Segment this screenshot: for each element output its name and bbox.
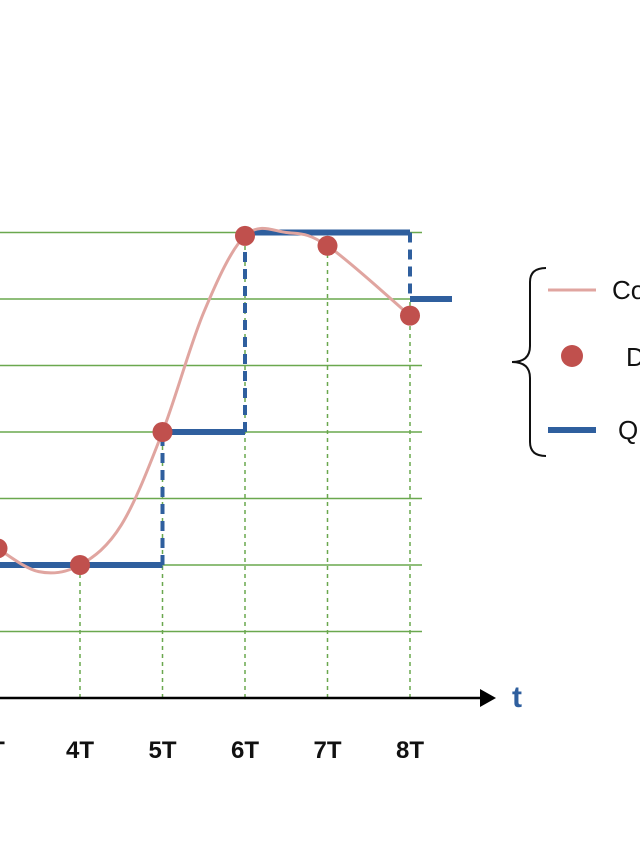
x-tick-label-1: 4T: [66, 737, 94, 764]
legend: Co D Q: [511, 267, 640, 457]
sample-point-3: [235, 225, 255, 246]
x-tick-labels: T 4T 5T 6T 7T 8T: [0, 737, 424, 764]
legend-brace: [511, 267, 547, 457]
legend-label-quantized: Q: [618, 415, 638, 445]
sample-point-5: [400, 305, 420, 326]
legend-label-samples: D: [626, 342, 640, 372]
x-tick-label-4: 7T: [313, 737, 341, 764]
legend-swatch-samples: [561, 345, 583, 367]
sample-point-2: [152, 422, 173, 442]
x-axis: t: [0, 681, 522, 714]
x-tick-label-3: 6T: [231, 737, 259, 764]
x-tick-label-2: 5T: [148, 737, 176, 764]
sample-point-4: [317, 235, 338, 256]
x-tick-label-0: T: [0, 737, 5, 764]
legend-label-continuous: Co: [612, 275, 640, 305]
continuous-series-line: [0, 226, 412, 575]
sample-guides: [79, 232, 411, 698]
x-tick-label-5: 8T: [396, 737, 424, 764]
sample-points: [0, 225, 420, 575]
x-axis-arrowhead: [480, 689, 496, 707]
quantized-series: [0, 229, 452, 568]
sample-point-1: [70, 555, 90, 575]
x-axis-label: t: [512, 681, 522, 714]
sample-point-0: [0, 538, 8, 559]
